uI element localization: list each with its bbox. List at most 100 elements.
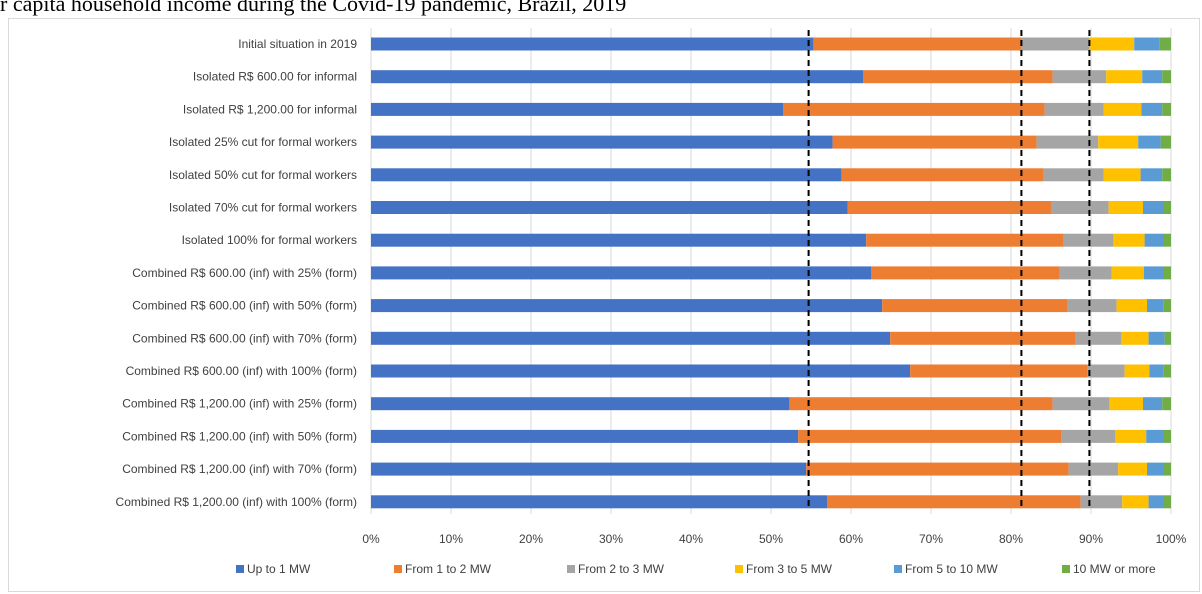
bar-segment — [1143, 201, 1163, 214]
x-tick-label: 60% — [839, 532, 863, 546]
legend-label: From 3 to 5 MW — [746, 562, 833, 576]
bar-segment — [1142, 70, 1163, 84]
bar-segment — [1162, 70, 1171, 84]
bar-segment — [1068, 462, 1119, 476]
bar-segment — [1159, 37, 1171, 51]
bar-segment — [1044, 102, 1104, 116]
bar-segment — [1103, 102, 1142, 116]
bar-segment — [1164, 331, 1171, 345]
bar-segment — [1124, 364, 1150, 378]
bar-segment — [1147, 299, 1164, 313]
bar-segment — [1111, 266, 1144, 280]
bar-segment — [1134, 37, 1160, 51]
bar-segment — [1103, 168, 1141, 182]
bar-segment — [1163, 495, 1171, 509]
bar-segment — [1147, 462, 1163, 476]
bar-segment — [1143, 397, 1163, 411]
bar-segment — [1043, 168, 1104, 182]
bar-segment — [371, 364, 911, 378]
category-label: Combined R$ 600.00 (inf) with 70% (form) — [132, 331, 357, 345]
bar-segment — [1109, 397, 1143, 411]
legend-swatch — [735, 565, 743, 573]
legend-label: From 5 to 10 MW — [905, 562, 998, 576]
bar-segment — [1163, 462, 1171, 476]
bar-segment — [371, 70, 863, 84]
bar-segment — [1140, 168, 1163, 182]
bar-segment — [371, 462, 807, 476]
category-label: Isolated 100% for formal workers — [182, 233, 357, 247]
x-tick-label: 50% — [759, 532, 783, 546]
bar-segment — [890, 331, 1075, 345]
category-label: Combined R$ 1,200.00 (inf) with 50% (for… — [122, 429, 357, 443]
bar-segment — [1163, 233, 1171, 247]
bar-segment — [1149, 364, 1164, 378]
bar-segment — [1162, 168, 1171, 182]
bar-segment — [1148, 495, 1163, 509]
bar-segment — [1116, 299, 1147, 313]
bar-segment — [1106, 70, 1143, 84]
bar-segment — [1121, 331, 1149, 345]
legend-label: From 2 to 3 MW — [578, 562, 665, 576]
category-label: Combined R$ 600.00 (inf) with 100% (form… — [126, 364, 357, 378]
bar-segment — [1036, 135, 1099, 149]
bar-segment — [1115, 429, 1147, 443]
bar-segment — [789, 397, 1053, 411]
legend-swatch — [567, 565, 575, 573]
x-tick-label: 30% — [599, 532, 623, 546]
category-label: Combined R$ 600.00 (inf) with 25% (form) — [132, 266, 357, 280]
category-label: Isolated R$ 600.00 for informal — [193, 70, 357, 84]
category-label: Combined R$ 1,200.00 (inf) with 100% (fo… — [116, 495, 357, 509]
bar-segment — [1075, 331, 1122, 345]
bar-segment — [1163, 364, 1171, 378]
bar-segment — [1051, 201, 1109, 214]
bar-segment — [371, 102, 783, 116]
bar-segment — [1141, 102, 1163, 116]
bar-segment — [371, 397, 790, 411]
x-tick-label: 10% — [439, 532, 463, 546]
legend-swatch — [1062, 565, 1070, 573]
bar-segment — [871, 266, 1060, 280]
bar-segment — [1163, 266, 1171, 280]
category-label: Isolated R$ 1,200.00 for informal — [183, 102, 357, 116]
legend-swatch — [394, 565, 402, 573]
bar-segment — [371, 135, 833, 149]
bar-segment — [371, 266, 871, 280]
legend-swatch — [894, 565, 902, 573]
bar-segment — [1163, 299, 1171, 313]
x-tick-label: 80% — [999, 532, 1023, 546]
bar-segment — [371, 299, 883, 313]
bar-segment — [1162, 102, 1171, 116]
bar-segment — [1138, 135, 1161, 149]
bar-segment — [1144, 233, 1163, 247]
bar-segment — [1108, 201, 1143, 214]
bar-segment — [1146, 429, 1163, 443]
bar-segment — [1052, 70, 1107, 84]
bar-segment — [841, 168, 1044, 182]
category-label: Combined R$ 1,200.00 (inf) with 25% (for… — [122, 397, 357, 411]
bar-segment — [813, 37, 1022, 51]
bar-segment — [832, 135, 1037, 149]
bar-segment — [1113, 233, 1145, 247]
bar-segment — [371, 168, 842, 182]
bar-segment — [1052, 397, 1110, 411]
chart-title: r capita household income during the Cov… — [0, 0, 627, 16]
legend-swatch — [236, 565, 244, 573]
bar-segment — [882, 299, 1067, 313]
bar-segment — [1087, 364, 1125, 378]
bar-segment — [910, 364, 1087, 378]
bar-segment — [783, 102, 1045, 116]
bar-segment — [863, 70, 1053, 84]
bar-segment — [1163, 201, 1171, 214]
x-tick-label: 100% — [1156, 532, 1187, 546]
legend-label: From 1 to 2 MW — [405, 562, 492, 576]
x-tick-label: 90% — [1079, 532, 1103, 546]
bar-segment — [1021, 37, 1090, 51]
category-label: Combined R$ 600.00 (inf) with 50% (form) — [132, 299, 357, 313]
bar-segment — [866, 233, 1064, 247]
category-label: Combined R$ 1,200.00 (inf) with 70% (for… — [122, 462, 357, 476]
bar-segment — [1118, 462, 1147, 476]
bar-segment — [371, 233, 867, 247]
category-label: Isolated 25% cut for formal workers — [169, 135, 357, 149]
bar-segment — [1122, 495, 1149, 509]
